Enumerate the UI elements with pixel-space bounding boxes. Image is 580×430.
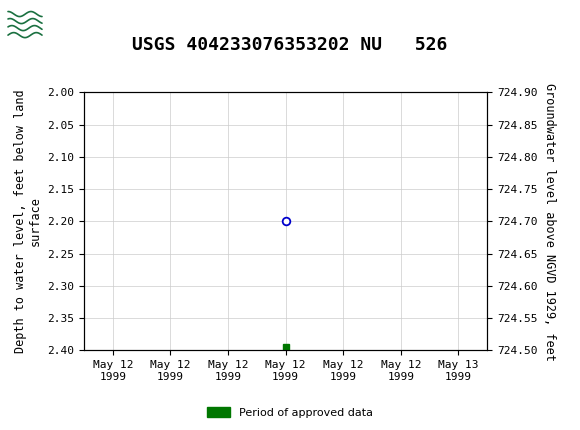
Y-axis label: Groundwater level above NGVD 1929, feet: Groundwater level above NGVD 1929, feet <box>543 83 556 360</box>
Bar <box>6 6 44 39</box>
Y-axis label: Depth to water level, feet below land
surface: Depth to water level, feet below land su… <box>14 89 42 353</box>
Legend: Period of approved data: Period of approved data <box>203 403 377 422</box>
Text: USGS: USGS <box>49 11 126 34</box>
Text: USGS 404233076353202 NU   526: USGS 404233076353202 NU 526 <box>132 36 448 54</box>
